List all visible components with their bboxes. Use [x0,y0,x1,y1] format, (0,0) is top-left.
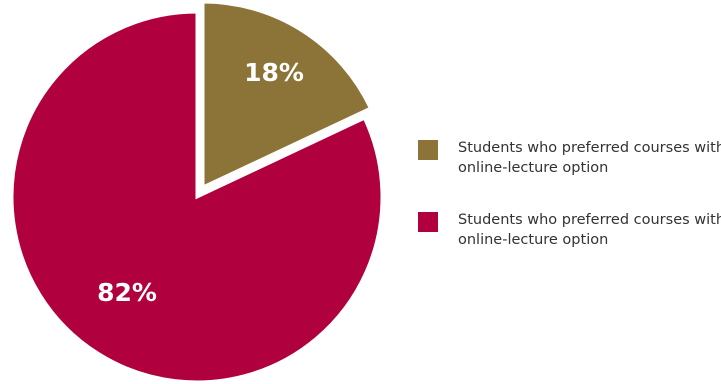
legend-item-online: Students who preferred courses with onli… [418,210,721,250]
legend-item-no-online: Students who preferred courses with no o… [418,138,721,178]
legend-label-online: Students who preferred courses with onli… [458,212,721,248]
slice-label-1: 82% [97,278,157,307]
legend-swatch-online [418,212,438,232]
slice-label-0: 18% [244,58,304,87]
pie-slice-0 [201,0,373,190]
legend-label-no-online: Students who preferred courses with no o… [458,140,721,176]
legend-swatch-no-online [418,140,438,160]
legend: Students who preferred courses with no o… [418,138,721,282]
pie-slice-1 [10,10,384,384]
pie-chart: 18% 82% [10,0,384,384]
